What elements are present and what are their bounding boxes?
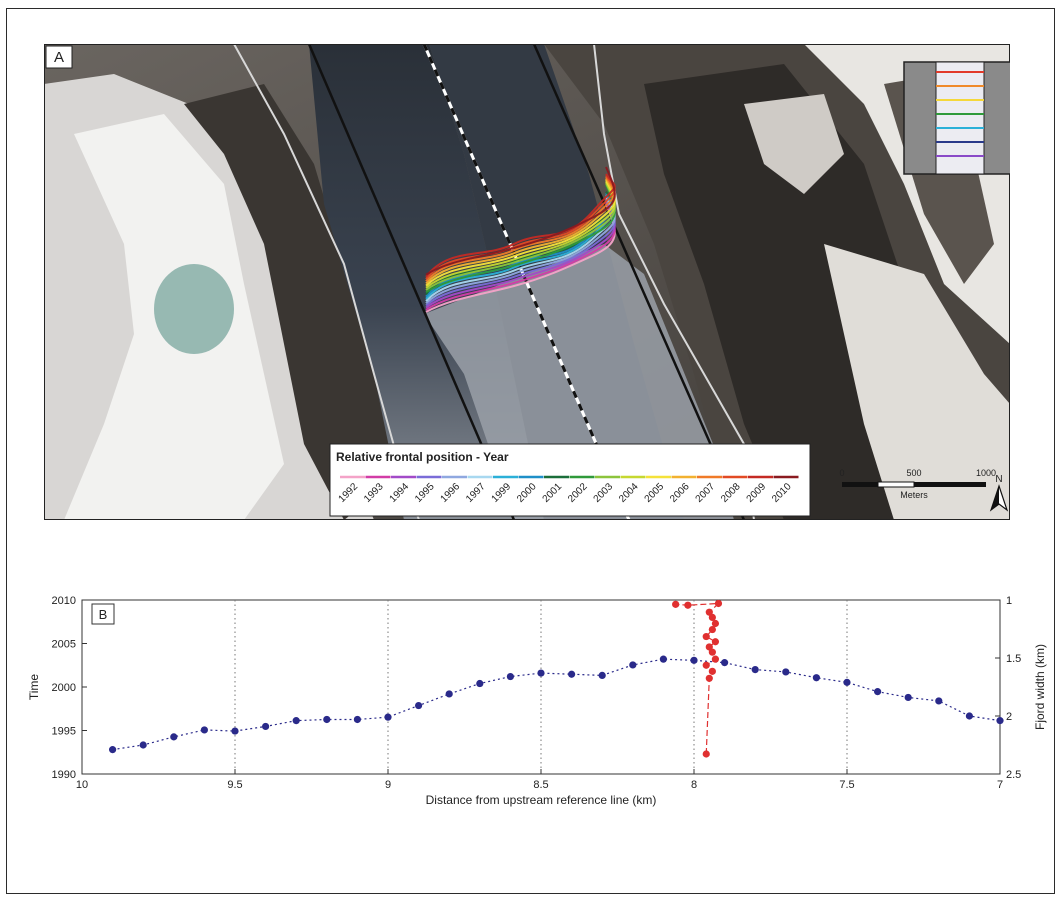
scale-bar: 0 500 1000 Meters <box>839 468 996 500</box>
scale-tick-0: 0 <box>839 468 844 478</box>
series-0-point <box>170 733 178 741</box>
series-0-point <box>965 712 974 720</box>
series-0-point <box>139 741 147 749</box>
y-tick-label: 2000 <box>52 682 76 694</box>
y2-axis-label: Fjord width (km) <box>1033 644 1047 730</box>
series-0-point <box>598 671 606 679</box>
y-axis-label: Time <box>27 674 41 701</box>
y2-tick-label: 1 <box>1006 595 1012 607</box>
series-1-point <box>708 667 716 675</box>
series-1-point <box>711 619 720 628</box>
panel-b-label-box <box>91 603 115 625</box>
front-line-2009 <box>425 173 616 278</box>
y-tick-label: 1995 <box>52 726 76 738</box>
series-0-point <box>629 661 637 669</box>
series-0-point <box>659 655 668 663</box>
front-line-2003 <box>425 182 616 291</box>
series-0-point <box>292 717 300 725</box>
north-arrow-icon: N <box>989 474 1009 512</box>
x-tick-label: 9.5 <box>227 779 242 791</box>
series-0-point <box>751 666 759 674</box>
panel-a-label-box <box>45 45 73 69</box>
series-0-point <box>904 693 912 702</box>
legend: Relative frontal position - Year 1992 199… <box>329 443 811 517</box>
x-tick-label: 7.5 <box>839 779 854 791</box>
y2-tick-label: 1.5 <box>1006 653 1021 665</box>
series-0-point <box>843 678 851 686</box>
series-1-point <box>702 632 710 641</box>
series-1-point <box>705 643 713 651</box>
series-0-point <box>935 697 943 705</box>
scale-unit: Meters <box>900 490 928 500</box>
front-line-2002 <box>425 184 616 294</box>
centerline-dashed <box>422 44 631 520</box>
series-1-point <box>708 625 716 634</box>
series-0-point <box>262 722 270 731</box>
series-0-point <box>568 670 576 678</box>
box-left-line <box>307 44 516 520</box>
series-0-point <box>996 717 1004 725</box>
series-0-line <box>112 658 1001 751</box>
series-1-point <box>711 655 720 663</box>
series-1-point <box>708 613 716 621</box>
series-1-point <box>705 674 713 682</box>
x-tick-label: 7 <box>997 779 1003 791</box>
series-1-point <box>702 661 710 669</box>
series-0-point <box>323 715 331 724</box>
front-line-1993 <box>425 202 616 311</box>
frontal-position-lines <box>425 166 616 313</box>
front-line-1992 <box>425 203 616 313</box>
series-0-point <box>231 727 239 735</box>
x-axis-label: Distance from upstream reference line (k… <box>426 793 657 807</box>
series-1-line <box>675 602 721 755</box>
panel-a-satellite-map: A Relative frontal position - Year 1992 1… <box>44 44 1010 520</box>
series-0-point <box>721 659 729 667</box>
y2-tick-label: 2.5 <box>1006 769 1021 781</box>
box-right-line <box>532 44 746 520</box>
series-0-point <box>690 656 698 664</box>
series-1-point <box>708 648 716 656</box>
series-0-point <box>782 668 790 676</box>
series-0-point <box>445 690 453 698</box>
x-tick-label: 9 <box>385 779 391 791</box>
panel-b-chart: 10 9.5 9 8.5 8 7.5 7 2010 2005 2000 1995 1990 1 1.5 2 2… <box>27 595 1047 807</box>
x-tick-label: 10 <box>76 779 88 791</box>
front-line-1994 <box>425 200 616 309</box>
series-0-point <box>200 726 208 734</box>
x-tick-label: 8 <box>691 779 697 791</box>
scale-tick-500: 500 <box>906 468 921 478</box>
series-1-point <box>705 608 713 616</box>
series-1-point <box>714 599 723 608</box>
x-tick-label: 8.5 <box>533 779 548 791</box>
meltwater-pond <box>154 264 234 354</box>
north-label: N <box>995 474 1002 485</box>
legend-title: Relative frontal position - Year <box>336 450 509 464</box>
front-line-2004 <box>425 181 616 289</box>
y2-tick-label: 2 <box>1006 711 1012 723</box>
series-0-point <box>874 688 882 696</box>
series-1-point <box>672 600 680 608</box>
inset-diagram <box>903 61 1010 175</box>
series-1-point <box>711 638 720 646</box>
panel-a-label: A <box>54 49 64 66</box>
front-line-2010 <box>425 166 616 276</box>
front-line-2005 <box>425 179 616 287</box>
series-0-point <box>812 674 821 682</box>
series-0-point <box>384 713 392 721</box>
front-line-1996 <box>425 197 616 304</box>
series-0-point <box>506 672 514 681</box>
series-0-point <box>415 701 423 710</box>
series-0-point <box>476 679 484 688</box>
series-0-point <box>109 746 117 754</box>
series-0-point <box>537 669 545 677</box>
front-line-1995 <box>425 198 616 307</box>
panel-b-label: B <box>99 607 108 622</box>
scale-tick-1000: 1000 <box>976 468 996 478</box>
series-1-point <box>684 601 692 609</box>
y-tick-label: 2005 <box>52 639 76 651</box>
series-0-point <box>353 715 361 724</box>
y-tick-label: 1990 <box>52 769 76 781</box>
series-1-point <box>702 750 710 758</box>
y-tick-label: 2010 <box>52 595 76 607</box>
